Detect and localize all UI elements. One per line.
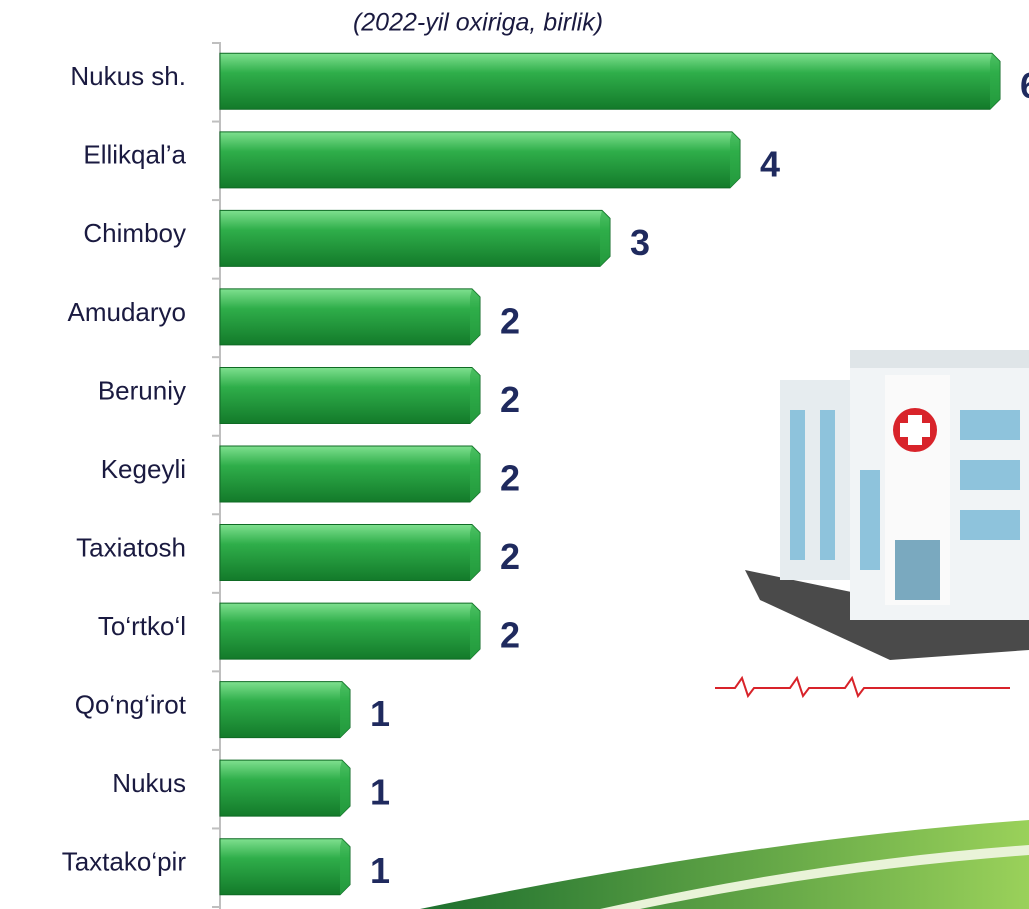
bar-body <box>219 759 351 817</box>
category-label: To‘rtko‘l <box>98 611 186 641</box>
bar-body <box>219 52 1001 110</box>
value-label: 4 <box>760 143 780 184</box>
bar <box>219 209 611 267</box>
bar-cap <box>470 446 480 502</box>
bar <box>219 759 351 817</box>
category-label: Kegeyli <box>101 454 186 484</box>
category-label: Taxiatosh <box>76 532 186 562</box>
decor-swoosh-highlight <box>600 845 1029 909</box>
bar <box>219 602 481 660</box>
bar-body <box>219 681 351 739</box>
value-label: 3 <box>630 222 650 263</box>
category-label: Amudaryo <box>68 297 187 327</box>
bar-cap <box>340 681 350 738</box>
category-label: Nukus <box>112 768 186 798</box>
category-label: Chimboy <box>83 218 186 248</box>
chart-subtitle: (2022-yil oxiriga, birlik) <box>353 9 603 37</box>
bar-body <box>219 131 741 189</box>
category-label: Taxtako‘pir <box>62 847 187 877</box>
bar <box>219 445 481 503</box>
bar <box>219 131 741 189</box>
bar <box>219 288 481 346</box>
bar-cap <box>730 131 740 188</box>
value-label: 1 <box>370 693 390 734</box>
bar-body <box>219 838 351 896</box>
bar-cap <box>340 760 350 817</box>
category-label: Qo‘ng‘irot <box>75 690 187 720</box>
category-label: Nukus sh. <box>70 61 186 91</box>
bar-body <box>219 366 481 424</box>
bar-body <box>219 288 481 346</box>
bar <box>219 366 481 424</box>
value-label: 1 <box>370 850 390 891</box>
value-label: 2 <box>500 458 520 499</box>
value-label: 2 <box>500 536 520 577</box>
category-label: Ellikqal’a <box>83 140 186 170</box>
hospital-illustration <box>715 350 1029 699</box>
bar <box>219 681 351 739</box>
bar-cap <box>470 367 480 424</box>
decor-swoosh <box>420 820 1029 909</box>
bar-cap <box>470 524 480 581</box>
value-label: 6 <box>1020 65 1029 106</box>
bar-body <box>219 209 611 267</box>
bar-body <box>219 524 481 582</box>
bar <box>219 838 351 896</box>
value-label: 1 <box>370 772 390 813</box>
category-label: Beruniy <box>98 375 186 405</box>
bar-cap <box>470 288 480 345</box>
value-label: 2 <box>500 300 520 341</box>
bar-body <box>219 602 481 660</box>
value-label: 2 <box>500 615 520 656</box>
bar-cap <box>470 603 480 660</box>
bar-cap <box>340 838 350 895</box>
bar <box>219 524 481 582</box>
value-label: 2 <box>500 379 520 420</box>
bar-cap <box>990 53 1000 110</box>
bar-body <box>219 445 481 503</box>
bar-cap <box>600 210 610 267</box>
bar <box>219 52 1001 110</box>
